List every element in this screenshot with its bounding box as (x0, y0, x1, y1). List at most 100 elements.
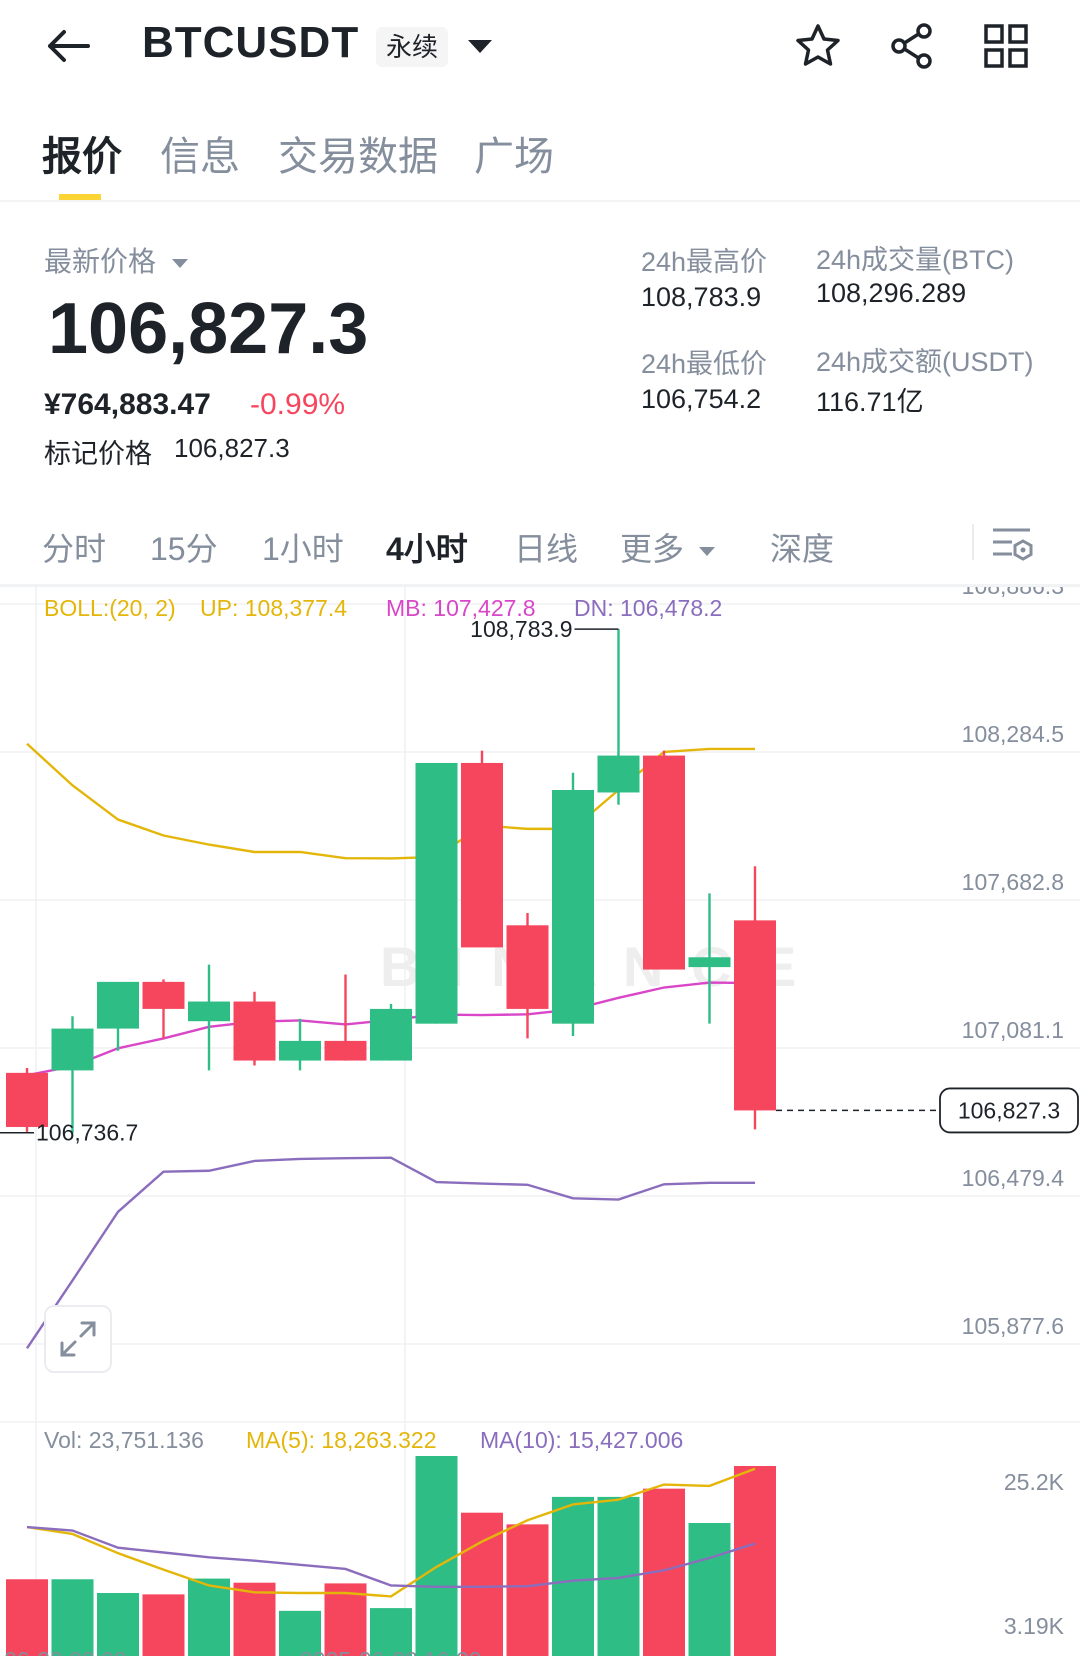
share-button[interactable] (884, 18, 940, 74)
candle-body (688, 957, 731, 968)
high-24h-label: 24h最高价 (641, 247, 768, 277)
tab-quote[interactable]: 报价 (42, 135, 122, 179)
grid-icon (984, 24, 1028, 68)
low-24h-value: 106,754.2 (641, 384, 762, 414)
candle-body (643, 755, 685, 970)
active-tab-indicator (59, 194, 101, 201)
x-axis-label: 2025-06-28 16:00 (300, 1647, 482, 1656)
menu-button[interactable] (978, 18, 1034, 74)
max-price-marker: 108,783.9 (470, 616, 572, 642)
candle-body (415, 762, 458, 1024)
volume-bar (461, 1512, 503, 1656)
turnover-usdt-value: 116.71亿 (816, 387, 924, 417)
volume-btc-label: 24h成交量(BTC) (816, 245, 1015, 275)
tab-trading-data[interactable]: 交易数据 (278, 135, 438, 179)
candle-body (142, 981, 185, 1009)
last-price-label[interactable]: 最新价格 (44, 240, 188, 280)
candle-body (324, 1040, 367, 1061)
interval-timeline[interactable]: 分时 (42, 531, 107, 567)
volume-bar (415, 1456, 458, 1656)
fullscreen-button[interactable] (44, 1305, 112, 1373)
price-type-dropdown-icon (171, 259, 188, 269)
intervals-divider (0, 584, 1080, 586)
volume-bar (552, 1496, 594, 1656)
tab-info[interactable]: 信息 (160, 135, 240, 179)
candle-body (597, 755, 640, 793)
contract-type-badge: 永续 (376, 27, 449, 67)
candle-body (233, 1001, 276, 1061)
x-axis-label: 06-28 08:00 (4, 1647, 127, 1656)
min-price-marker: 106,736.7 (36, 1120, 138, 1146)
arrow-left-icon (48, 30, 90, 62)
boll-legend-item: MB: 107,427.8 (386, 595, 536, 621)
symbol-title[interactable]: BTCUSDT (142, 18, 360, 67)
interval-depth[interactable]: 深度 (770, 531, 835, 567)
chart-settings-button[interactable] (990, 520, 1036, 566)
volume-bar (188, 1578, 230, 1656)
volume-btc-value: 108,296.289 (816, 278, 967, 308)
candle-body (552, 790, 594, 1024)
volume-legend: Vol: 23,751.136 (44, 1427, 204, 1453)
volume-tick-label: 25.2K (1004, 1469, 1065, 1495)
turnover-usdt-label: 24h成交额(USDT) (816, 347, 1034, 377)
change-percent: -0.99% (250, 388, 346, 421)
star-icon (796, 24, 840, 66)
candle-body (188, 1001, 230, 1022)
y-tick-label: 105,877.6 (962, 1313, 1064, 1339)
volume-bar (233, 1582, 276, 1656)
volume-bar (97, 1593, 139, 1656)
volume-ma5-line (26, 1467, 756, 1598)
candle-body (51, 1028, 94, 1071)
candle-body (734, 920, 776, 1111)
volume-bar (688, 1522, 731, 1656)
volume-ma5-legend: MA(5): 18,263.322 (246, 1427, 437, 1453)
intervals-separator (972, 524, 974, 560)
y-tick-label: 107,081.1 (962, 1017, 1064, 1043)
last-price: 106,827.3 (48, 289, 369, 369)
volume-bar (279, 1610, 321, 1656)
tab-square[interactable]: 广场 (474, 135, 554, 179)
boll-lower-line (26, 1156, 755, 1349)
candle-body (506, 925, 549, 1009)
volume-bar (506, 1524, 549, 1656)
volume-ma10-line (26, 1525, 756, 1589)
volume-bar (370, 1608, 412, 1656)
tabs-divider (0, 200, 1080, 202)
y-tick-label: 108,886.3 (962, 586, 1064, 599)
interval-4h[interactable]: 4小时 (386, 531, 468, 567)
interval-1h[interactable]: 1小时 (262, 531, 344, 567)
kline-chart[interactable]: 108,886.3 108,284.5 107,682.8 107,081.1 106,… (0, 586, 1080, 1656)
boll-legend-item: BOLL:(20, 2) (44, 595, 176, 621)
last-price-tag-box (939, 1087, 1079, 1134)
y-tick-label: 107,682.8 (962, 869, 1064, 895)
back-button[interactable] (40, 18, 96, 74)
candle-body (461, 762, 503, 948)
share-icon (891, 23, 932, 69)
favorite-button[interactable] (790, 18, 846, 74)
boll-legend-item: UP: 108,377.4 (200, 595, 347, 621)
y-tick-label: 108,284.5 (962, 721, 1064, 747)
volume-tick-label: 3.19K (1004, 1613, 1065, 1639)
low-24h-label: 24h最低价 (641, 349, 768, 379)
interval-1d[interactable]: 日线 (514, 531, 579, 567)
expand-icon (60, 1321, 96, 1357)
boll-legend-item: DN: 106,478.2 (574, 595, 722, 621)
y-tick-label: 106,479.4 (962, 1165, 1065, 1191)
interval-15m[interactable]: 15分 (150, 531, 218, 567)
high-24h-value: 108,783.9 (641, 282, 762, 312)
candle-body (97, 981, 139, 1029)
volume-bar (142, 1594, 185, 1656)
more-dropdown-icon (698, 547, 715, 557)
chart-settings-icon (993, 528, 1033, 561)
candle-body (6, 1072, 48, 1127)
mark-price-label: 标记价格 (44, 439, 152, 469)
volume-bar (51, 1579, 94, 1656)
interval-more[interactable]: 更多 (620, 524, 715, 570)
symbol-dropdown-icon[interactable] (468, 40, 492, 53)
volume-bar (324, 1583, 367, 1656)
volume-bar (6, 1579, 48, 1656)
volume-bar (734, 1466, 776, 1656)
volume-ma10-legend: MA(10): 15,427.006 (480, 1427, 683, 1453)
last-price-tag: 106,827.3 (958, 1097, 1060, 1123)
cny-value: ¥764,883.47 (44, 388, 211, 421)
